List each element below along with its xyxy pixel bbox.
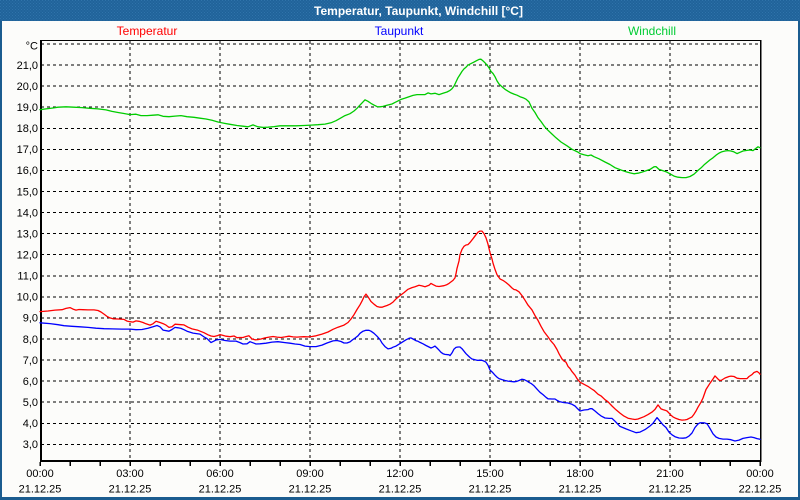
svg-text:18:00: 18:00: [566, 468, 594, 480]
svg-text:03:00: 03:00: [116, 468, 144, 480]
svg-text:12,0: 12,0: [17, 250, 38, 262]
svg-text:14,0: 14,0: [17, 207, 38, 219]
svg-text:°C: °C: [26, 41, 38, 53]
svg-text:19,0: 19,0: [17, 102, 38, 114]
svg-text:5,0: 5,0: [23, 397, 38, 409]
svg-text:21,0: 21,0: [17, 60, 38, 72]
svg-text:21.12.25: 21.12.25: [559, 484, 602, 496]
svg-text:6,0: 6,0: [23, 376, 38, 388]
svg-text:21.12.25: 21.12.25: [649, 484, 692, 496]
svg-text:7,0: 7,0: [23, 355, 38, 367]
svg-text:3,0: 3,0: [23, 439, 38, 451]
svg-text:8,0: 8,0: [23, 334, 38, 346]
svg-text:21.12.25: 21.12.25: [109, 484, 152, 496]
svg-text:09:00: 09:00: [296, 468, 324, 480]
svg-text:21.12.25: 21.12.25: [19, 484, 62, 496]
svg-text:15:00: 15:00: [476, 468, 504, 480]
svg-text:00:00: 00:00: [26, 468, 54, 480]
svg-text:13,0: 13,0: [17, 228, 38, 240]
svg-text:12:00: 12:00: [386, 468, 414, 480]
svg-text:06:00: 06:00: [206, 468, 234, 480]
svg-text:10,0: 10,0: [17, 292, 38, 304]
svg-text:18,0: 18,0: [17, 123, 38, 135]
svg-text:21.12.25: 21.12.25: [199, 484, 242, 496]
svg-text:11,0: 11,0: [17, 271, 38, 283]
svg-text:9,0: 9,0: [23, 313, 38, 325]
svg-text:17,0: 17,0: [17, 144, 38, 156]
svg-text:21.12.25: 21.12.25: [469, 484, 512, 496]
svg-text:16,0: 16,0: [17, 165, 38, 177]
svg-text:4,0: 4,0: [23, 418, 38, 430]
svg-text:22.12.25: 22.12.25: [739, 484, 782, 496]
svg-text:15,0: 15,0: [17, 186, 38, 198]
svg-text:21.12.25: 21.12.25: [289, 484, 332, 496]
svg-text:00:00: 00:00: [746, 468, 774, 480]
svg-text:21.12.25: 21.12.25: [379, 484, 422, 496]
svg-text:21:00: 21:00: [656, 468, 684, 480]
svg-text:20,0: 20,0: [17, 81, 38, 93]
